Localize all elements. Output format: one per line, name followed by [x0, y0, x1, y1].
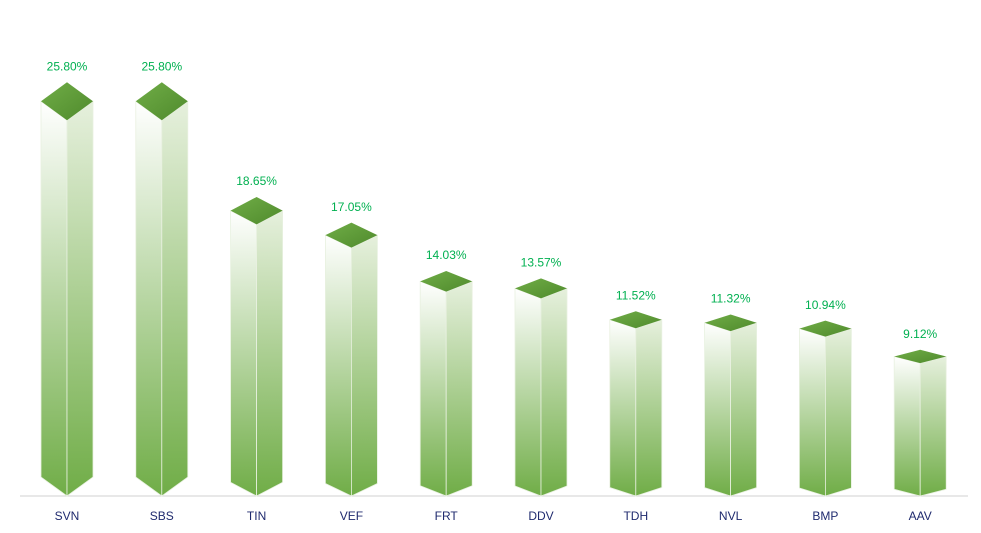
- x-tick-label: TIN: [247, 509, 266, 523]
- bar: [40, 82, 94, 497]
- value-label: 25.80%: [141, 59, 182, 73]
- x-tick-label: BMP: [812, 509, 838, 523]
- x-tick-label: DDV: [528, 509, 553, 523]
- x-tick-label: FRT: [435, 509, 459, 523]
- value-label: 18.65%: [236, 174, 277, 188]
- value-label: 10.94%: [805, 298, 846, 312]
- x-tick-label: NVL: [719, 509, 743, 523]
- bar: [893, 349, 947, 497]
- bar: [799, 320, 852, 497]
- x-tick-label: VEF: [340, 509, 363, 523]
- value-label: 17.05%: [331, 200, 372, 214]
- value-label: 13.57%: [521, 256, 562, 270]
- bar: [419, 271, 473, 497]
- x-tick-label: AAV: [909, 509, 932, 523]
- x-tick-label: TDH: [623, 509, 648, 523]
- value-label: 11.52%: [616, 288, 656, 302]
- bar: [230, 196, 284, 497]
- value-label: 25.80%: [47, 59, 88, 73]
- bar: [324, 222, 378, 497]
- value-label: 9.12%: [903, 327, 937, 341]
- value-label: 11.32%: [711, 292, 751, 306]
- bar: [704, 314, 757, 497]
- x-tick-label: SVN: [55, 509, 80, 523]
- x-tick-label: SBS: [150, 509, 174, 523]
- bar: [609, 311, 663, 497]
- value-label: 14.03%: [426, 248, 467, 262]
- bar: [135, 82, 189, 497]
- bar: [514, 278, 568, 497]
